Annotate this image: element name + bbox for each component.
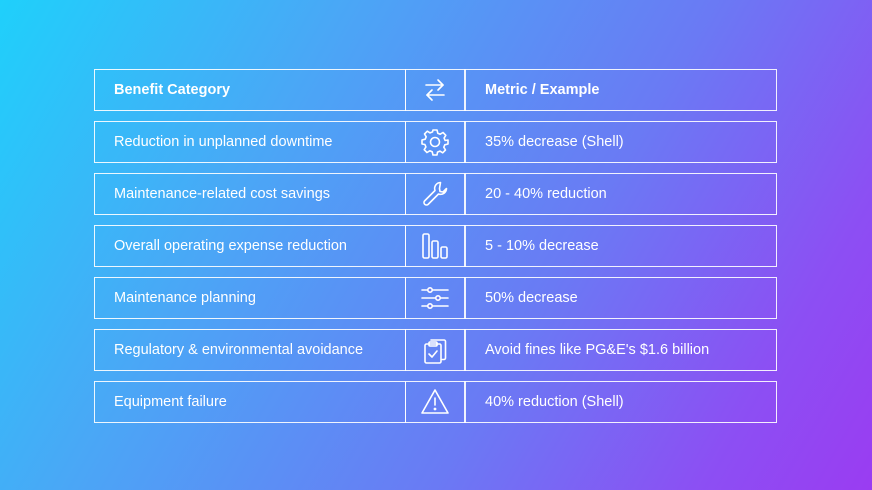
- benefits-table: Benefit Category Metric / Example Reduct…: [94, 69, 778, 433]
- table-header-row: Benefit Category Metric / Example: [94, 69, 778, 111]
- header-benefit-category: Benefit Category: [94, 69, 406, 111]
- benefit-category: Regulatory & environmental avoidance: [94, 329, 406, 371]
- clipboard-check-icon: [404, 329, 466, 371]
- metric-example: 20 - 40% reduction: [464, 173, 777, 215]
- benefit-category: Reduction in unplanned downtime: [94, 121, 406, 163]
- benefit-category: Maintenance planning: [94, 277, 406, 319]
- warning-icon: [404, 381, 466, 423]
- metric-example: 50% decrease: [464, 277, 777, 319]
- metric-example: Avoid fines like PG&E's $1.6 billion: [464, 329, 777, 371]
- table-row: Regulatory & environmental avoidance Avo…: [94, 329, 778, 371]
- metric-example: 5 - 10% decrease: [464, 225, 777, 267]
- wrench-icon: [404, 173, 466, 215]
- swap-arrows-icon: [404, 69, 466, 111]
- table-row: Maintenance-related cost savings 20 - 40…: [94, 173, 778, 215]
- table-row: Equipment failure 40% reduction (Shell): [94, 381, 778, 423]
- table-row: Overall operating expense reduction 5 - …: [94, 225, 778, 267]
- table-row: Reduction in unplanned downtime 35% decr…: [94, 121, 778, 163]
- sliders-icon: [404, 277, 466, 319]
- bar-chart-icon: [404, 225, 466, 267]
- header-metric-example: Metric / Example: [464, 69, 777, 111]
- gear-icon: [404, 121, 466, 163]
- metric-example: 40% reduction (Shell): [464, 381, 777, 423]
- benefit-category: Overall operating expense reduction: [94, 225, 406, 267]
- benefit-category: Equipment failure: [94, 381, 406, 423]
- benefit-category: Maintenance-related cost savings: [94, 173, 406, 215]
- metric-example: 35% decrease (Shell): [464, 121, 777, 163]
- table-row: Maintenance planning 50% decrease: [94, 277, 778, 319]
